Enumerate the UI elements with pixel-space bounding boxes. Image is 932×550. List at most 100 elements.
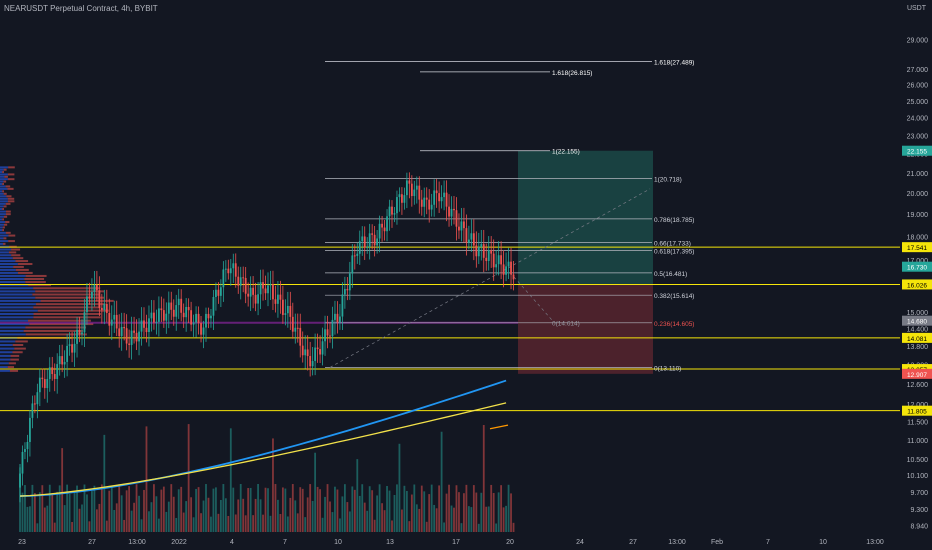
volume-bar xyxy=(307,497,309,532)
candle-body xyxy=(463,221,465,228)
candle-body xyxy=(478,247,480,256)
candle-body xyxy=(401,194,403,203)
volume-profile-bar xyxy=(26,275,47,277)
candle-body xyxy=(116,315,118,329)
candle-body xyxy=(66,346,68,362)
volume-bar xyxy=(327,484,329,532)
candle-body xyxy=(160,308,162,310)
candle-body xyxy=(418,186,420,200)
candle-body xyxy=(483,244,485,258)
x-tick-label: 2022 xyxy=(171,539,187,546)
volume-bar xyxy=(168,502,170,532)
volume-bar xyxy=(128,486,130,532)
volume-bar xyxy=(260,499,262,532)
candle-body xyxy=(183,313,185,317)
volume-bar xyxy=(51,494,53,532)
volume-profile-bar xyxy=(0,316,33,318)
volume-profile-bar xyxy=(0,254,11,256)
volume-bar xyxy=(416,504,418,532)
volume-bar xyxy=(237,499,239,532)
volume-profile-bar xyxy=(14,348,26,350)
volume-bar xyxy=(282,487,284,532)
volume-profile-bar xyxy=(8,178,14,180)
volume-bar xyxy=(265,488,267,532)
candle-body xyxy=(304,349,306,355)
volume-profile-bar xyxy=(0,348,14,350)
candle-body xyxy=(230,268,232,273)
candle-body xyxy=(334,314,336,320)
volume-bar xyxy=(56,492,58,532)
price-badge-label: 11.805 xyxy=(907,409,927,416)
volume-bar xyxy=(275,484,277,532)
volume-bar xyxy=(89,521,91,532)
volume-bar xyxy=(29,506,31,532)
candle-body xyxy=(175,305,177,317)
candle-body xyxy=(267,285,269,293)
volume-profile-bar xyxy=(2,171,4,173)
candle-body xyxy=(151,313,153,319)
volume-bar xyxy=(111,486,113,532)
x-tick-label: 27 xyxy=(629,539,637,546)
candle-body xyxy=(394,213,396,214)
volume-bar xyxy=(24,485,26,532)
volume-bar xyxy=(143,490,145,532)
candle-body xyxy=(123,327,125,328)
candle-body xyxy=(163,310,165,321)
volume-bar xyxy=(404,486,406,532)
volume-bar xyxy=(175,518,177,532)
y-tick-label: 24.000 xyxy=(907,116,929,123)
volume-bar xyxy=(508,485,510,532)
volume-bar xyxy=(399,444,401,532)
volume-bar xyxy=(270,516,272,532)
candle-body xyxy=(361,236,363,241)
volume-bar xyxy=(446,494,448,532)
candle-body xyxy=(59,356,61,364)
volume-bar xyxy=(342,496,344,532)
volume-profile-bar xyxy=(11,249,20,251)
volume-bar xyxy=(151,502,153,532)
volume-bar xyxy=(141,519,143,532)
fib-level-label: 0(13.110) xyxy=(654,365,681,372)
volume-bar xyxy=(294,500,296,532)
y-tick-label: 19.000 xyxy=(907,212,929,219)
volume-bar xyxy=(22,493,24,532)
volume-bar xyxy=(493,493,495,532)
volume-bar xyxy=(453,508,455,532)
volume-bar xyxy=(406,491,408,532)
candle-body xyxy=(64,362,66,364)
candle-body xyxy=(337,314,339,322)
candle-body xyxy=(195,314,197,323)
y-tick-label: 26.000 xyxy=(907,83,929,90)
candle-body xyxy=(133,331,135,333)
candle-body xyxy=(297,328,299,329)
candle-body xyxy=(384,228,386,232)
volume-profile-bar xyxy=(0,229,2,231)
volume-bar xyxy=(324,497,326,532)
x-tick-label: 17 xyxy=(452,539,460,546)
volume-bar xyxy=(289,498,291,532)
candle-body xyxy=(173,310,175,317)
volume-bar xyxy=(359,496,361,532)
volume-bar xyxy=(116,503,118,532)
candle-body xyxy=(242,277,244,278)
y-tick-label: 8.940 xyxy=(910,523,928,530)
candle-body xyxy=(210,316,212,319)
x-tick-label: Feb xyxy=(711,539,723,546)
candle-body xyxy=(32,403,34,417)
volume-bar xyxy=(488,506,490,532)
candle-body xyxy=(510,262,512,275)
volume-bar xyxy=(242,499,244,532)
volume-profile-bar xyxy=(0,173,8,175)
candle-body xyxy=(503,264,505,274)
volume-bar xyxy=(34,493,36,532)
y-tick-label: 11.000 xyxy=(907,438,928,445)
volume-bar xyxy=(364,503,366,532)
x-tick-label: 13:00 xyxy=(128,539,146,546)
candle-body xyxy=(36,392,38,404)
volume-bar xyxy=(188,424,190,532)
candle-body xyxy=(29,418,31,442)
volume-profile-bar xyxy=(0,216,4,218)
volume-bar xyxy=(146,426,148,532)
volume-bar xyxy=(108,491,110,532)
